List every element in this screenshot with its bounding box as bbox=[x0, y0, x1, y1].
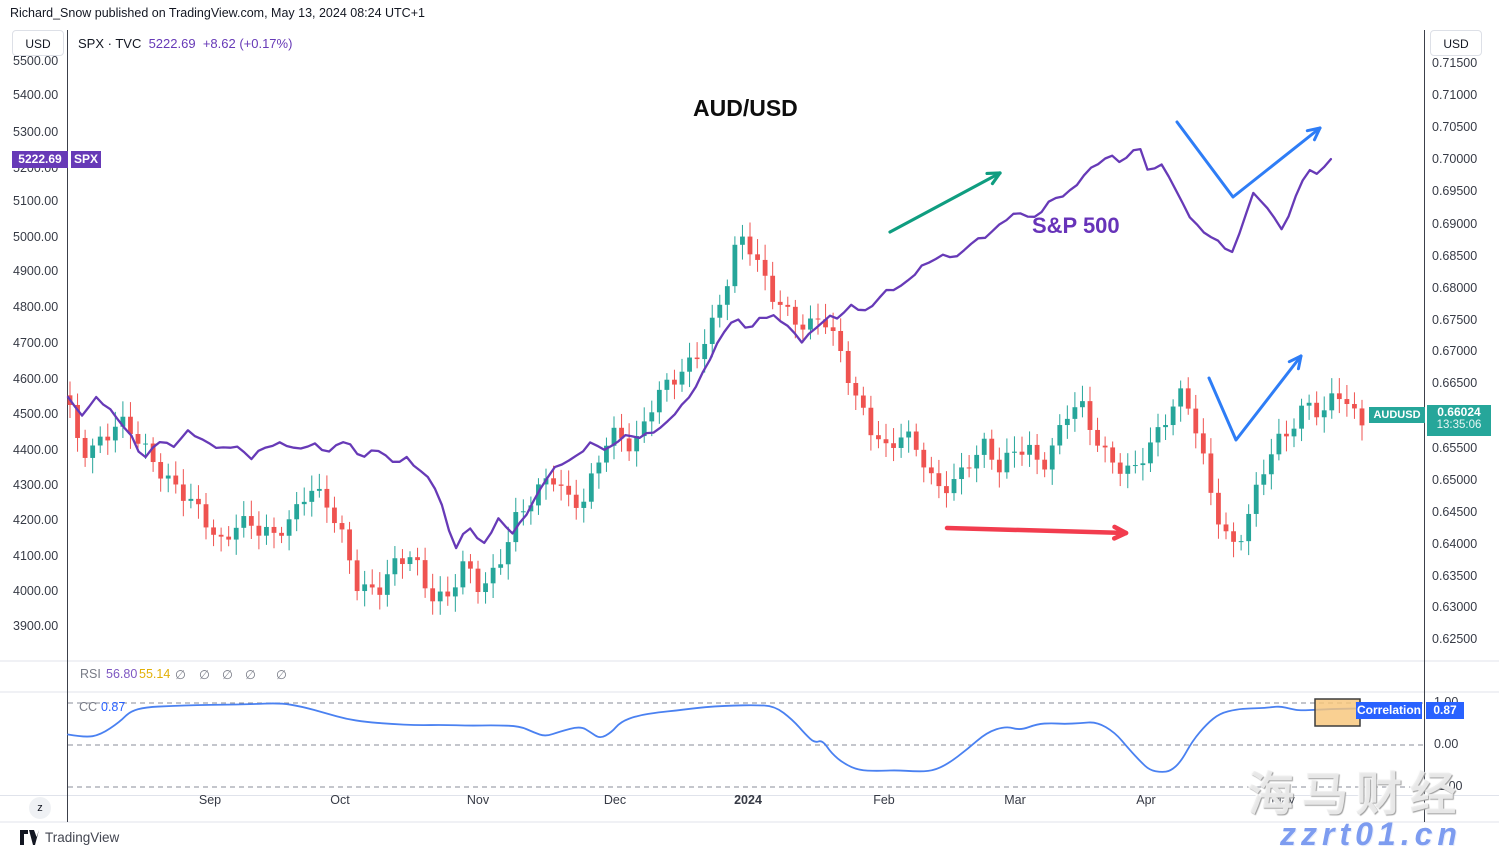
spx-last-price-badge: 5222.69 bbox=[12, 151, 68, 168]
left-axis-tick: 5300.00 bbox=[13, 125, 59, 139]
right-axis-tick: 0.69500 bbox=[1432, 184, 1478, 198]
cc-label: CC bbox=[79, 700, 98, 714]
left-axis-tick: 4300.00 bbox=[13, 478, 59, 492]
left-axis-tick: 4200.00 bbox=[13, 513, 59, 527]
symbol-legend[interactable]: SPX · TVC 5222.69 +8.62 (+0.17%) bbox=[78, 36, 292, 51]
tradingview-logo-icon bbox=[20, 830, 39, 845]
left-axis-tick: 5400.00 bbox=[13, 88, 59, 102]
time-axis-tick: Oct bbox=[330, 793, 350, 807]
time-axis-tick: Dec bbox=[603, 793, 627, 807]
time-axis-tick: Feb bbox=[873, 793, 895, 807]
left-axis-tick: 5100.00 bbox=[13, 194, 59, 208]
time-axis-tick: Nov bbox=[466, 793, 490, 807]
right-axis-tick: 0.68000 bbox=[1432, 281, 1478, 295]
time-axis-tick: May bbox=[1271, 793, 1295, 807]
right-axis-tick: 0.69000 bbox=[1432, 217, 1478, 231]
left-axis-tick: 5000.00 bbox=[13, 230, 59, 244]
rsi-value-1: 56.80 bbox=[106, 667, 138, 681]
rsi-empty-value: ∅ bbox=[199, 668, 210, 682]
correlation-axis-tick: 0.00 bbox=[1434, 737, 1459, 751]
left-axis-tick: 4700.00 bbox=[13, 336, 59, 350]
right-axis-tick: 0.70500 bbox=[1432, 120, 1478, 134]
left-axis-tick: 4000.00 bbox=[13, 584, 59, 598]
left-axis-tick: 4500.00 bbox=[13, 407, 59, 421]
symbol-name: SPX · TVC bbox=[78, 36, 142, 51]
time-axis-tick: Apr bbox=[1136, 793, 1156, 807]
right-axis-tick: 0.63500 bbox=[1432, 569, 1478, 583]
tradingview-logo-link[interactable]: TradingView bbox=[20, 829, 119, 846]
right-axis-tick: 0.65500 bbox=[1432, 441, 1478, 455]
right-axis-tick: 0.64500 bbox=[1432, 505, 1478, 519]
right-axis-tick: 0.66500 bbox=[1432, 376, 1478, 390]
rsi-empty-value: ∅ bbox=[222, 668, 233, 682]
publish-attribution: Richard_Snow published on TradingView.co… bbox=[10, 6, 425, 20]
rsi-empty-value: ∅ bbox=[245, 668, 256, 682]
right-axis-tick: 0.71000 bbox=[1432, 88, 1478, 102]
watermark-url: zzrt01.cn bbox=[1280, 816, 1462, 852]
symbol-price: 5222.69 bbox=[148, 36, 196, 51]
right-axis-tick: 0.71500 bbox=[1432, 56, 1478, 70]
right-axis-tick: 0.62500 bbox=[1432, 632, 1478, 646]
cc-value: 0.87 bbox=[101, 700, 126, 714]
correlation-value-badge: 0.87 bbox=[1426, 702, 1464, 719]
right-axis-tick: 0.70000 bbox=[1432, 152, 1478, 166]
audusd-symbol-badge: AUDUSD bbox=[1369, 407, 1425, 423]
rsi-label: RSI bbox=[80, 667, 101, 681]
rsi-empty-value: ∅ bbox=[276, 668, 287, 682]
audusd-countdown-timer: 13:35:06 bbox=[1436, 419, 1482, 431]
right-axis-currency-button[interactable]: USD bbox=[1430, 30, 1482, 56]
correlation-axis-tick: -1.00 bbox=[1434, 779, 1463, 793]
left-axis-tick: 4800.00 bbox=[13, 300, 59, 314]
symbol-change: +8.62 (+0.17%) bbox=[202, 36, 293, 51]
chart-title-annotation: AUD/USD bbox=[693, 95, 798, 121]
correlation-label-badge: Correlation bbox=[1356, 702, 1422, 719]
rsi-value-2: 55.14 bbox=[139, 667, 171, 681]
left-axis-currency-button[interactable]: USD bbox=[12, 30, 64, 56]
left-axis-tick: 3900.00 bbox=[13, 619, 59, 633]
spx-symbol-badge: SPX bbox=[71, 151, 101, 168]
right-axis-tick: 0.67500 bbox=[1432, 313, 1478, 327]
left-axis-tick: 4100.00 bbox=[13, 549, 59, 563]
spx-series-annotation: S&P 500 bbox=[1032, 213, 1120, 238]
left-axis-tick: 4600.00 bbox=[13, 372, 59, 386]
rsi-empty-value: ∅ bbox=[175, 668, 186, 682]
time-axis-tick: 2024 bbox=[734, 793, 762, 807]
right-axis-tick: 0.65000 bbox=[1432, 473, 1478, 487]
watermark-cjk: 海马财经 bbox=[1248, 768, 1464, 820]
time-axis-tick: Mar bbox=[1004, 793, 1026, 807]
left-axis-tick: 4400.00 bbox=[13, 443, 59, 457]
time-axis-tick: Sep bbox=[198, 793, 222, 807]
right-axis-tick: 0.64000 bbox=[1432, 537, 1478, 551]
audusd-last-price: 0.66024 bbox=[1437, 405, 1481, 419]
left-axis-tick: 5500.00 bbox=[13, 54, 59, 68]
timezone-button[interactable]: z bbox=[29, 797, 51, 819]
right-axis-tick: 0.68500 bbox=[1432, 249, 1478, 263]
left-axis-tick: 4900.00 bbox=[13, 264, 59, 278]
audusd-last-price-badge: 0.66024 13:35:06 bbox=[1427, 405, 1491, 436]
right-axis-tick: 0.63000 bbox=[1432, 600, 1478, 614]
right-axis-tick: 0.67000 bbox=[1432, 344, 1478, 358]
tradingview-logo-text: TradingView bbox=[45, 830, 120, 845]
